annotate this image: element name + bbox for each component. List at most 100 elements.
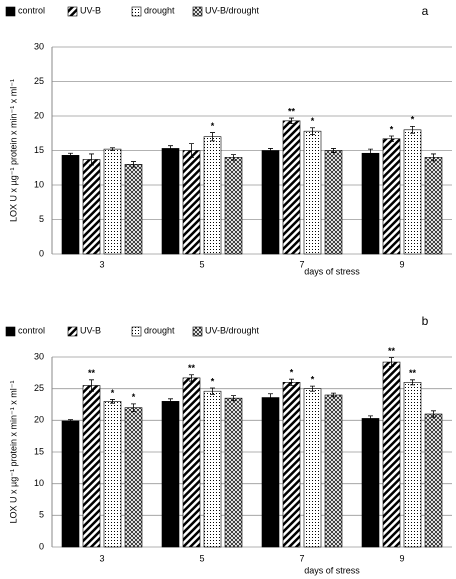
bar: [424, 413, 443, 548]
error-bar: [368, 415, 373, 422]
legend-swatch: [5, 326, 16, 337]
error-bar: [131, 161, 136, 168]
error-bar: [410, 379, 415, 386]
error-bar: [189, 143, 194, 158]
error-bar: [110, 147, 115, 151]
bar: [182, 150, 201, 255]
legend-swatch: [192, 326, 203, 337]
error-bar: [389, 357, 394, 367]
bar: [324, 394, 343, 548]
legend-label: control: [18, 325, 45, 335]
bar: [203, 390, 222, 548]
significance-mark: **: [288, 106, 296, 116]
error-bar: [410, 125, 415, 134]
x-axis-label: days of stress: [304, 565, 360, 575]
bar: [82, 385, 101, 548]
significance-mark: *: [211, 376, 215, 386]
panel-label: a: [422, 4, 429, 18]
error-bar: [268, 393, 273, 402]
x-tick-label: 7: [299, 259, 304, 269]
x-tick-label: 5: [199, 259, 204, 269]
error-bar: [168, 398, 173, 405]
significance-mark: *: [390, 124, 394, 134]
legend-swatch: [192, 6, 203, 17]
bar: [182, 377, 201, 548]
error-bar: [431, 410, 436, 418]
x-tick-label: 9: [399, 553, 404, 563]
legend-label: drought: [144, 325, 175, 335]
error-bar: [110, 399, 115, 404]
legend-label: control: [18, 5, 45, 15]
bar: [403, 382, 422, 548]
legend-swatch: [5, 6, 16, 17]
bar: [382, 138, 401, 255]
error-bar: [310, 127, 315, 136]
error-bar: [231, 154, 236, 161]
error-bar: [368, 148, 373, 158]
bar: [103, 148, 122, 255]
y-axis-label: LOX U x µg⁻¹ protein x min⁻¹ x ml⁻¹: [8, 79, 18, 222]
error-bar: [68, 419, 73, 423]
error-bar: [231, 395, 236, 402]
x-tick-label: 3: [99, 553, 104, 563]
significance-mark: *: [211, 121, 215, 131]
error-bar: [210, 387, 215, 395]
significance-mark: **: [409, 368, 417, 378]
error-bar: [331, 392, 336, 398]
bar: [203, 136, 222, 255]
bar: [382, 361, 401, 548]
y-tick-label: 20: [34, 415, 44, 425]
legend-label: drought: [144, 5, 175, 15]
significance-mark: *: [311, 375, 315, 385]
bar: [361, 152, 380, 255]
significance-mark: *: [311, 116, 315, 126]
error-bar: [89, 153, 94, 166]
bar: [61, 420, 80, 548]
bar: [303, 388, 322, 548]
y-tick-label: 0: [39, 541, 44, 551]
significance-mark: **: [388, 346, 396, 356]
y-tick-label: 25: [34, 383, 44, 393]
legend-label: UV-B/drought: [205, 325, 260, 335]
error-bar: [210, 132, 215, 142]
y-tick-label: 5: [39, 214, 44, 224]
bar: [161, 401, 180, 548]
error-bar: [331, 148, 336, 153]
y-tick-label: 5: [39, 510, 44, 520]
bar: [303, 130, 322, 255]
panel-label: b: [422, 314, 429, 328]
x-axis-label: days of stress: [304, 266, 360, 276]
y-tick-label: 10: [34, 478, 44, 488]
bar: [282, 382, 301, 548]
legend-swatch: [67, 326, 78, 337]
y-tick-label: 15: [34, 145, 44, 155]
error-bar: [289, 117, 294, 124]
error-bar: [431, 153, 436, 162]
error-bar: [131, 403, 136, 412]
x-tick-label: 3: [99, 259, 104, 269]
y-axis-label: LOX U x µg⁻¹ protein x min⁻¹ x ml⁻¹: [8, 381, 18, 524]
bar: [261, 397, 280, 548]
legend-label: UV-B: [80, 325, 101, 335]
x-tick-label: 7: [299, 553, 304, 563]
bar: [161, 148, 180, 255]
legend-label: UV-B: [80, 5, 101, 15]
significance-mark: *: [411, 115, 415, 125]
bar: [124, 407, 143, 548]
bar: [282, 120, 301, 255]
significance-mark: *: [132, 392, 136, 402]
significance-mark: **: [188, 363, 196, 373]
y-tick-label: 20: [34, 110, 44, 120]
bar: [424, 157, 443, 255]
bar: [61, 155, 80, 255]
bar: [82, 159, 101, 255]
y-tick-label: 25: [34, 76, 44, 86]
y-tick-label: 30: [34, 351, 44, 361]
bar: [261, 150, 280, 255]
significance-mark: *: [290, 368, 294, 378]
error-bar: [68, 152, 73, 158]
error-bar: [89, 379, 94, 392]
